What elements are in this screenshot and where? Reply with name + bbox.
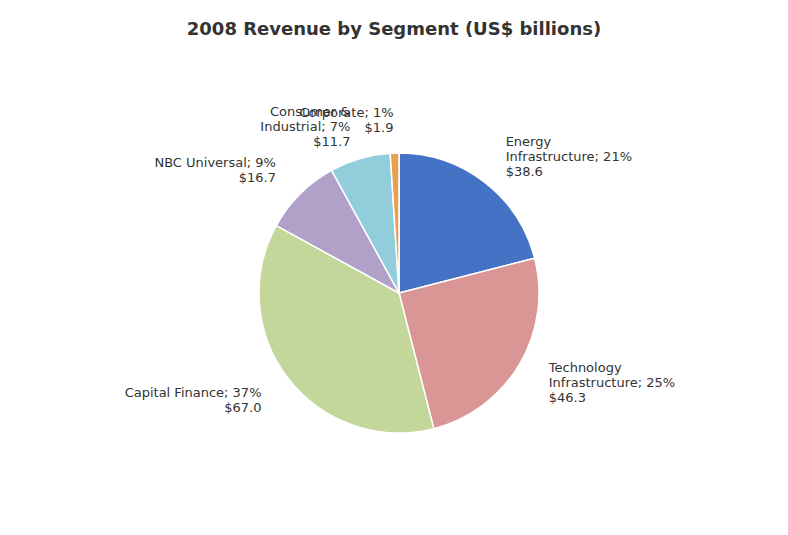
svg-text:Capital Finance; 37%$67.0: Capital Finance; 37%$67.0 [125,385,262,415]
svg-text:TechnologyInfrastructure; 25%$: TechnologyInfrastructure; 25%$46.3 [548,359,675,404]
svg-text:Corporate; 1%$1.9: Corporate; 1%$1.9 [299,104,393,134]
svg-text:NBC Universal; 9%$16.7: NBC Universal; 9%$16.7 [154,155,276,185]
svg-text:EnergyInfrastructure; 21%$38.6: EnergyInfrastructure; 21%$38.6 [506,133,632,178]
